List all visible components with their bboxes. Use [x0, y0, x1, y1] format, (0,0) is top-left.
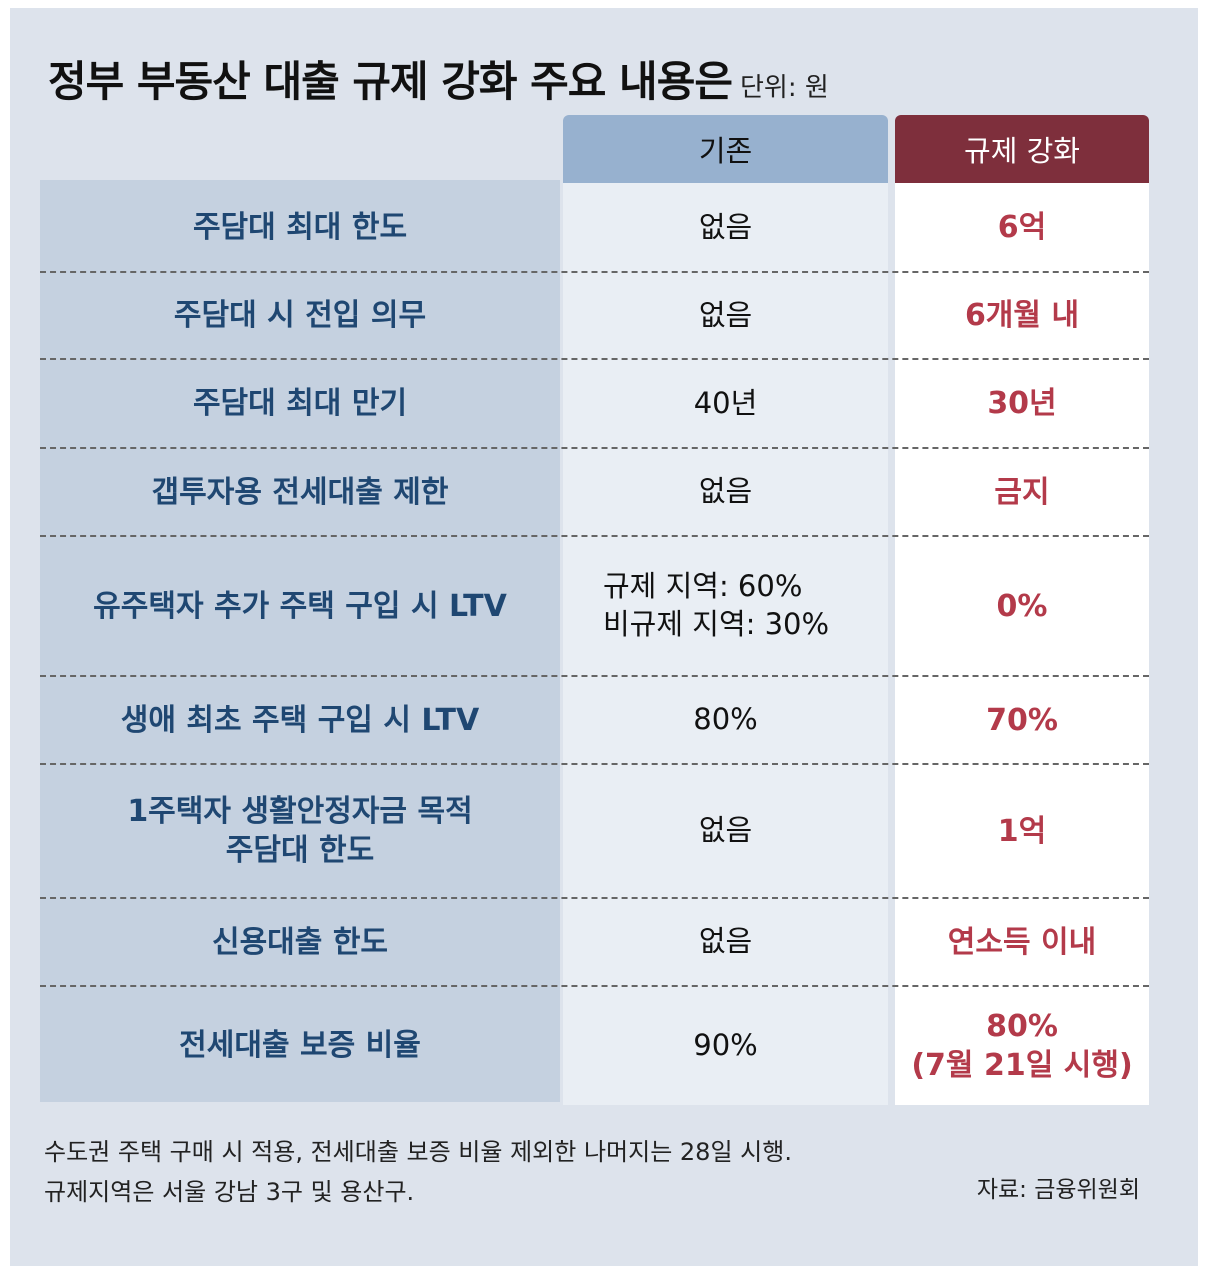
row-base-value: 90% [693, 1027, 758, 1062]
footnote-2: 규제지역은 서울 강남 3구 및 용산구. [44, 1178, 415, 1206]
row-base-value: 80% [693, 702, 758, 737]
row-base-value: 없음 [698, 209, 753, 244]
row-label: 신용대출 한도 [211, 924, 389, 960]
row-base-value: 40년 [693, 385, 758, 420]
row-divider [40, 763, 1149, 765]
row-new-value: 1억 [997, 813, 1047, 849]
row-new-value: 80% (7월 21일 시행) [911, 1008, 1133, 1083]
label-column [40, 180, 560, 1102]
row-divider [40, 271, 1149, 273]
source-credit: 자료: 금융위원회 [976, 1177, 1140, 1203]
title-text: 정부 부동산 대출 규제 강화 주요 내용은 [48, 57, 733, 106]
column-header-new: 규제 강화 [895, 115, 1149, 183]
row-new-value: 연소득 이내 [947, 924, 1097, 960]
row-label: 생애 최초 주택 구입 시 LTV [120, 702, 480, 738]
row-label: 갭투자용 전세대출 제한 [151, 474, 449, 510]
row-divider [40, 447, 1149, 449]
row-label: 주담대 최대 한도 [192, 210, 408, 245]
footnote-1: 수도권 주택 구매 시 적용, 전세대출 보증 비율 제외한 나머지는 28일 … [44, 1138, 792, 1166]
row-label: 주담대 최대 만기 [192, 386, 408, 421]
page-title: 정부 부동산 대출 규제 강화 주요 내용은 단위: 원 [48, 48, 829, 109]
row-new-value: 0% [996, 588, 1048, 624]
new-column [895, 183, 1149, 1105]
row-base-value: 규제 지역: 60% 비규제 지역: 30% [603, 569, 830, 641]
row-divider [40, 985, 1149, 987]
row-label: 주담대 시 전입 의무 [173, 298, 427, 333]
column-header-base: 기존 [563, 115, 888, 183]
row-base-value: 없음 [698, 813, 753, 848]
row-new-value: 6개월 내 [964, 298, 1080, 333]
row-label: 전세대출 보증 비율 [179, 1028, 421, 1063]
row-divider [40, 535, 1149, 537]
base-column [563, 183, 888, 1105]
row-divider [40, 675, 1149, 677]
row-base-value: 없음 [698, 297, 753, 332]
row-divider [40, 897, 1149, 899]
row-base-value: 없음 [698, 474, 753, 509]
row-label: 유주택자 추가 주택 구입 시 LTV [93, 588, 507, 624]
row-new-value: 30년 [987, 386, 1057, 421]
row-new-value: 6억 [997, 210, 1047, 245]
row-base-value: 없음 [698, 924, 753, 959]
row-divider [40, 358, 1149, 360]
row-new-value: 70% [986, 702, 1058, 738]
unit-label: 단위: 원 [739, 73, 829, 103]
row-new-value: 금지 [994, 474, 1050, 510]
row-label: 1주택자 생활안정자금 목적 주담대 한도 [127, 794, 473, 868]
